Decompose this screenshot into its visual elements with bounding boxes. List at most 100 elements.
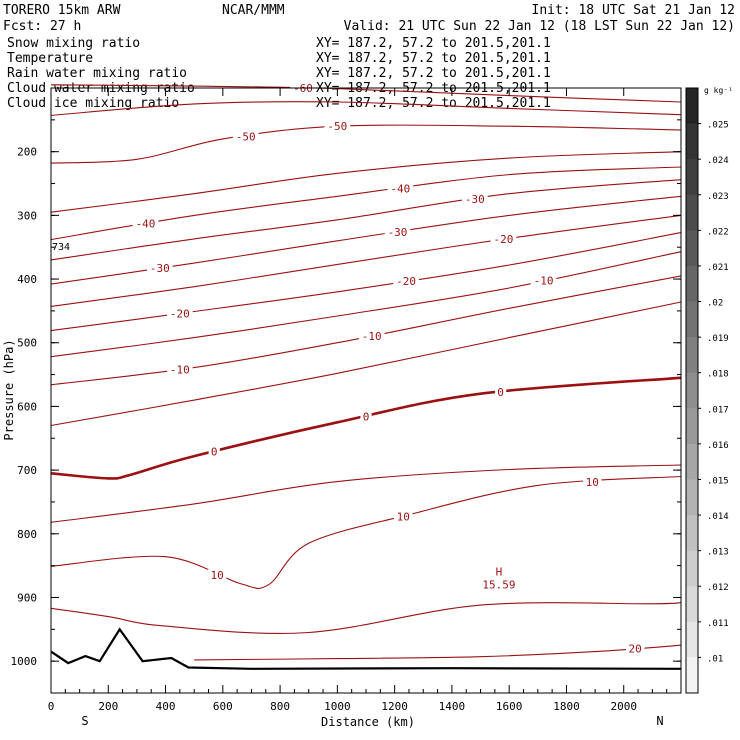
contour-label-bg: [490, 233, 517, 246]
contour-label-bg: [625, 642, 645, 655]
temperature-contour: [50, 602, 682, 634]
contour-label: -20: [170, 307, 190, 320]
contour-label-bg: [324, 120, 351, 133]
colorbar: .025 .024 .023 .022 .021 .02 .019 .018 .017 .016.…: [685, 87, 729, 694]
temperature-contours: [50, 84, 682, 661]
temperature-contour: [50, 275, 682, 386]
north-label: N: [656, 714, 663, 728]
contour-label: 0: [211, 445, 218, 458]
colorbar-swatch: [686, 88, 698, 125]
x-tick-label: 1800: [553, 700, 580, 713]
x-tick-label: 800: [270, 700, 290, 713]
contour-label-bg: [358, 329, 385, 342]
contour-label-bg: [394, 510, 413, 523]
south-label: S: [81, 714, 88, 728]
temperature-contour: [50, 101, 682, 116]
legend-label: Rain water mixing ratio: [7, 66, 187, 81]
legend-xy: XY= 187.2, 57.2 to 201.5,201.1: [316, 51, 551, 66]
colorbar-swatch: [686, 657, 698, 694]
contour-label-bg: [132, 217, 159, 230]
y-tick-label: 600: [17, 400, 37, 413]
colorbar-label: .012: [707, 583, 729, 593]
x-tick-label: 1400: [439, 700, 466, 713]
colorbar-swatch: [686, 408, 698, 445]
x-tick-label: 1200: [381, 700, 408, 713]
colorbar-label: .01: [707, 654, 723, 664]
colorbar-label: .023: [707, 192, 729, 202]
legend-xy: XY= 187.2, 57.2 to 201.5,201.1: [316, 66, 551, 81]
colorbar-swatch: [686, 479, 698, 516]
contour-label-bg: [208, 445, 220, 458]
colorbar-swatch: [686, 443, 698, 480]
contour-label: -40: [136, 218, 156, 231]
x-tick-label: 600: [213, 700, 233, 713]
contour-label: -30: [150, 262, 170, 275]
colorbar-label: .016: [707, 441, 729, 451]
y-tick-label: 1000: [11, 655, 38, 668]
y-tick-label: 400: [17, 273, 37, 286]
legend-label: Snow mixing ratio: [7, 36, 140, 51]
colorbar-swatch: [686, 337, 698, 374]
contour-labels: -60 -50 -50 -40 -40 -30 -30 -30 -20 -20 -20 -10 -10 -…: [132, 82, 645, 656]
temperature-contour: [50, 464, 682, 523]
contour-label: -50: [327, 120, 347, 133]
colorbar-frame: [685, 87, 699, 694]
terrain-line: [50, 627, 682, 670]
contour-label-bg: [462, 192, 488, 205]
colorbar-unit: g kg⁻¹: [704, 86, 733, 95]
max-marker-symbol: H: [496, 565, 503, 578]
contour-label: 20: [629, 643, 642, 656]
contour-label: -10: [362, 330, 382, 343]
x-tick-label: 400: [156, 700, 176, 713]
forecast-hour: Fcst: 27 h: [3, 19, 81, 34]
legend-label: Cloud ice mixing ratio: [7, 96, 179, 111]
colorbar-swatch: [686, 372, 698, 409]
contour-label: -40: [390, 182, 410, 195]
colorbar-label: .025: [707, 121, 729, 131]
contour-label-bg: [384, 225, 411, 238]
colorbar-swatch: [686, 194, 698, 231]
colorbar-swatch: [686, 301, 698, 338]
contour-label-bg: [393, 275, 419, 288]
contour-label-bg: [494, 386, 507, 399]
y-tick-label: 800: [17, 528, 37, 541]
colorbar-swatch: [686, 123, 698, 160]
x-tick-label: 1000: [324, 700, 351, 713]
colorbar-label: .017: [707, 405, 729, 415]
contour-label: -60: [293, 82, 313, 95]
init-time: Init: 18 UTC Sat 21 Jan 12: [532, 3, 736, 18]
contour-label: -20: [494, 233, 514, 246]
model-title: TORERO 15km ARW: [3, 3, 121, 18]
colorbar-label: .015: [707, 476, 729, 486]
max-marker-value: 15.59: [482, 578, 515, 591]
x-tick-label: 200: [98, 700, 118, 713]
org-title: NCAR/MMM: [222, 3, 285, 18]
x-tick-label: 1600: [496, 700, 523, 713]
y-axis-label: Pressure (hPa): [2, 339, 16, 440]
contour-label: 10: [210, 569, 223, 582]
x-tick-label: 2000: [610, 700, 637, 713]
temperature-contour: [194, 644, 682, 661]
contour-label: -30: [388, 226, 408, 239]
temperature-contour: [50, 84, 682, 103]
y-tick-label: 700: [17, 464, 37, 477]
plot-frame: [50, 87, 682, 694]
x-axis-label: Distance (km): [321, 715, 415, 729]
y-tick-label: 500: [17, 337, 37, 350]
max-marker: H15.59: [482, 565, 515, 591]
contour-label-bg: [207, 569, 227, 582]
contour-label: -50: [236, 130, 256, 143]
colorbar-label: .019: [707, 334, 729, 344]
x-tick-label: 0: [48, 700, 55, 713]
colorbar-swatch: [686, 586, 698, 623]
colorbar-label: .02: [707, 299, 723, 309]
colorbar-label: .021: [707, 263, 729, 273]
colorbar-swatch: [686, 550, 698, 587]
temperature-contour: [50, 214, 682, 307]
temperature-contour: [50, 376, 682, 480]
contour-label: 10: [586, 476, 599, 489]
temperature-contour: [50, 179, 682, 261]
contour-label: 0: [363, 411, 370, 424]
